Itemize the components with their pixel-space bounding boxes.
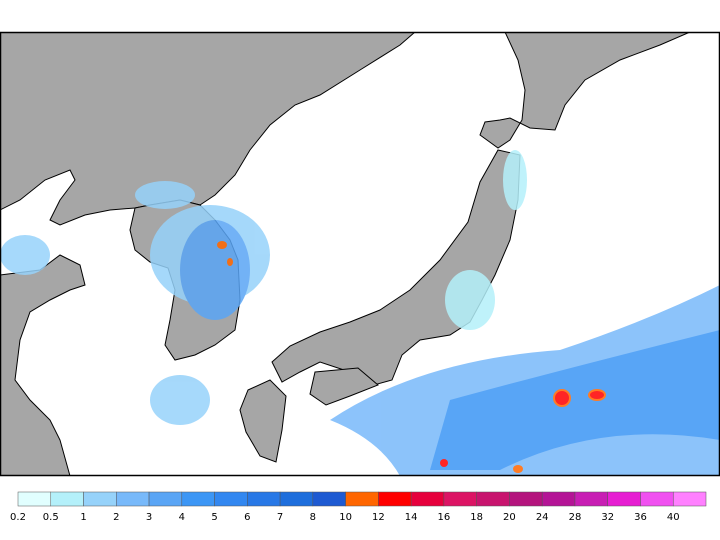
rain-area (135, 181, 195, 209)
colorbar-swatch (50, 491, 84, 507)
land (0, 254, 86, 476)
colorbar-label: 1 (80, 512, 86, 523)
colorbar-label: 5 (211, 512, 217, 523)
colorbar-swatch (541, 491, 576, 507)
colorbar-label: 40 (667, 512, 680, 523)
colorbar-swatch (476, 491, 510, 507)
colorbar-swatch (148, 491, 183, 507)
colorbar-swatch (83, 491, 117, 507)
rain-area (180, 220, 250, 320)
colorbar-swatch (17, 491, 52, 507)
colorbar-swatch (181, 491, 215, 507)
rain-area (503, 150, 527, 210)
colorbar-swatch (378, 491, 412, 507)
rain-area (445, 270, 495, 330)
colorbar-label: 20 (503, 512, 516, 523)
colorbar-swatch (640, 491, 674, 507)
rain-area (430, 330, 720, 470)
colorbar-label: 0.2 (10, 512, 26, 523)
precipitation (0, 150, 720, 476)
colorbar-swatch (312, 491, 346, 507)
rain-area (217, 241, 227, 249)
colorbar-label: 16 (438, 512, 451, 523)
colorbar-label: 12 (372, 512, 385, 523)
colorbar-swatch (116, 491, 150, 507)
land (239, 379, 287, 463)
colorbar-swatch (574, 491, 608, 507)
colorbar-swatch (247, 491, 281, 507)
colorbar-label: 7 (277, 512, 283, 523)
colorbar-label: 36 (634, 512, 647, 523)
colorbar-swatch (279, 491, 314, 507)
colorbar-label: 10 (339, 512, 352, 523)
colorbar-swatch (214, 491, 248, 507)
land (271, 149, 521, 387)
map-area (0, 32, 720, 476)
colorbar-label: 18 (470, 512, 483, 523)
land (309, 367, 379, 406)
rain-area (440, 459, 448, 467)
colorbar-swatch (345, 491, 379, 507)
colorbar-label: 2 (113, 512, 119, 523)
colorbar-label: 0.5 (43, 512, 59, 523)
colorbar-label: 3 (146, 512, 152, 523)
colorbar: 0.2 0.5 1 2 3 4 5 6 7 8 10 12 14 16 18 20 24 28 32 36 40 (10, 491, 707, 523)
colorbar-label: 14 (405, 512, 418, 523)
colorbar-label: 4 (179, 512, 185, 523)
colorbar-swatch (443, 491, 477, 507)
rain-area (150, 375, 210, 425)
colorbar-label: 6 (244, 512, 250, 523)
colorbar-label: 28 (569, 512, 582, 523)
colorbar-swatch (607, 491, 641, 507)
land (479, 32, 691, 149)
rain-area (588, 389, 606, 401)
rain-area (513, 465, 523, 473)
rain-area (227, 258, 233, 266)
colorbar-label: 8 (310, 512, 316, 523)
colorbar-swatch (509, 491, 543, 507)
rain-area (553, 389, 571, 407)
rain-area (0, 235, 50, 275)
colorbar-swatch (672, 491, 707, 507)
colorbar-swatch (410, 491, 445, 507)
colorbar-label: 24 (536, 512, 549, 523)
colorbar-label: 32 (601, 512, 614, 523)
